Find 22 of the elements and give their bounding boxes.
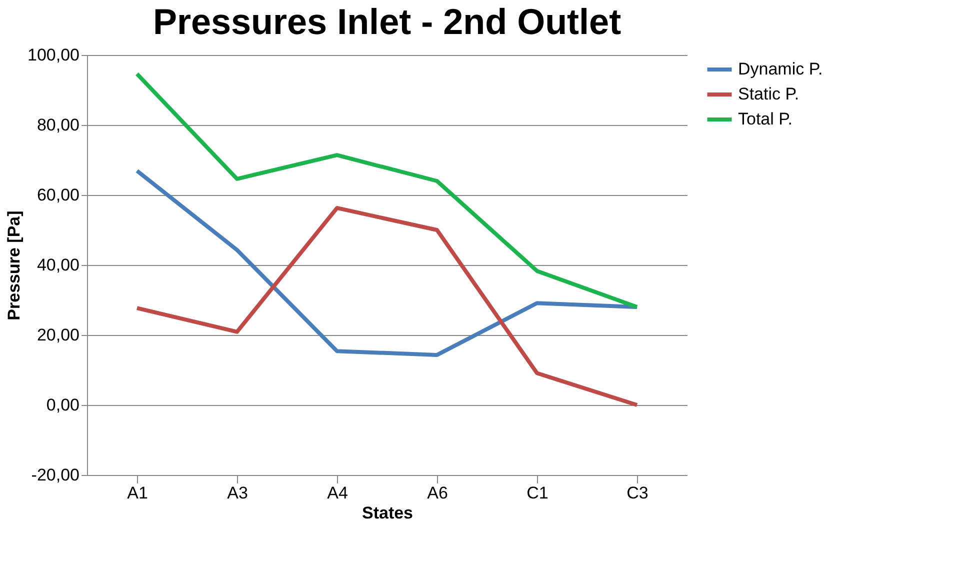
line-series <box>135 206 639 407</box>
y-tick-label: 0,00 <box>46 396 80 414</box>
y-axis-title: Pressure [Pa] <box>4 210 24 320</box>
x-tick-label: A1 <box>127 484 148 502</box>
legend-label: Dynamic P. <box>738 60 823 78</box>
y-tick-label: 20,00 <box>36 326 80 344</box>
x-axis-title: States <box>362 504 414 522</box>
line-series <box>135 72 639 309</box>
x-tick-label: A4 <box>327 484 348 502</box>
chart-title: Pressures Inlet - 2nd Outlet <box>152 1 622 42</box>
y-tick-label: 60,00 <box>36 186 80 204</box>
y-tick-label: -20,00 <box>31 466 80 484</box>
x-tick-label: A3 <box>227 484 248 502</box>
x-tick-label: C3 <box>626 484 648 502</box>
x-tick-label: C1 <box>526 484 548 502</box>
y-tick-label: 80,00 <box>36 116 80 134</box>
legend-label: Total P. <box>738 110 793 128</box>
y-tick-label: 100,00 <box>28 46 80 64</box>
y-tick-label: 40,00 <box>36 256 80 274</box>
x-tick-label: A6 <box>427 484 448 502</box>
legend-label: Static P. <box>738 84 800 104</box>
line-series <box>135 168 639 357</box>
